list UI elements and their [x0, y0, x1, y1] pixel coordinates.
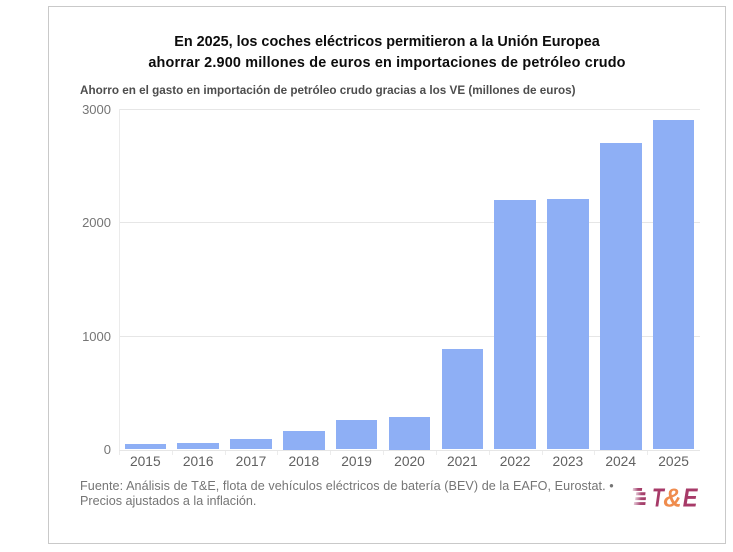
svg-text:&: & — [663, 485, 681, 511]
svg-text:T: T — [652, 485, 666, 511]
svg-text:E: E — [683, 485, 699, 511]
